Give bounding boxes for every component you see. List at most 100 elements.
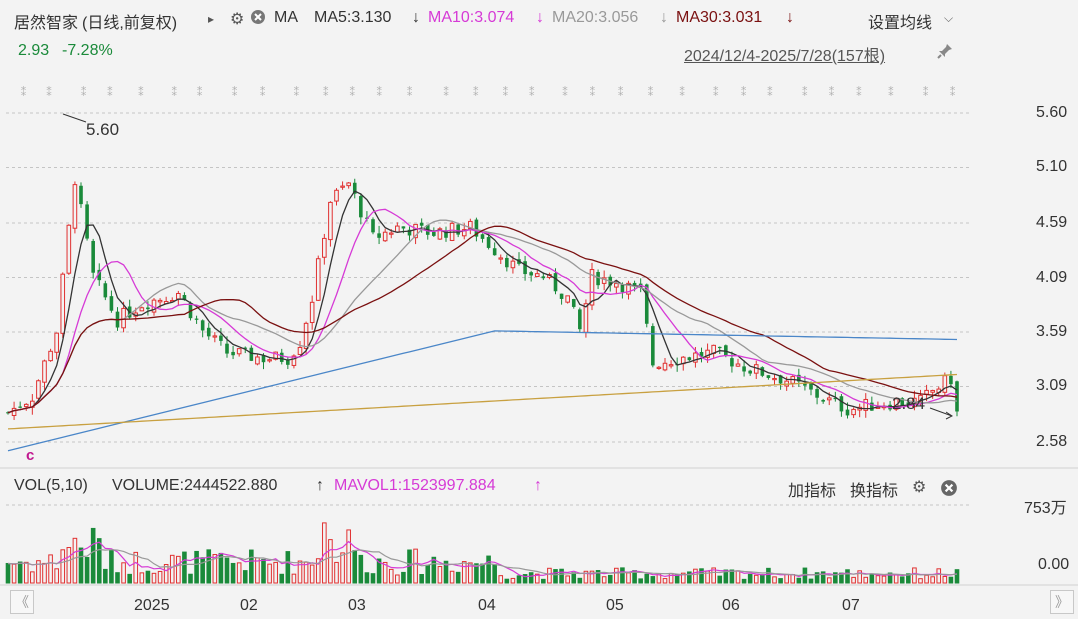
time-tick-label: 03 bbox=[348, 597, 366, 614]
switch-indicator-button[interactable]: 换指标 bbox=[850, 483, 899, 500]
candle-body bbox=[505, 257, 509, 268]
add-indicator-button[interactable]: 加指标 bbox=[788, 483, 837, 500]
candle-body bbox=[176, 292, 181, 300]
low-arrow bbox=[929, 407, 953, 420]
candle bbox=[662, 358, 668, 372]
settings-ma-button[interactable]: 设置均线 bbox=[868, 15, 933, 32]
event-marker-icon: ⁑ bbox=[856, 86, 862, 99]
volume-bar bbox=[72, 537, 78, 584]
candle bbox=[103, 280, 108, 301]
ma30-arrow: ↓ bbox=[786, 9, 794, 26]
pin-icon[interactable] bbox=[936, 42, 954, 65]
volume-bar bbox=[401, 571, 406, 584]
candle bbox=[139, 306, 145, 312]
volume-bar bbox=[388, 568, 394, 584]
grid bbox=[0, 112, 1078, 586]
price-tick-label: 4.59 bbox=[1036, 214, 1068, 232]
candle-body bbox=[401, 226, 406, 229]
candle-body bbox=[72, 184, 78, 229]
volume-bar bbox=[151, 572, 157, 584]
candle-body bbox=[109, 296, 114, 311]
volume-bar bbox=[766, 567, 771, 584]
volume-bar bbox=[851, 576, 856, 584]
volume-bar bbox=[96, 538, 102, 584]
candle bbox=[857, 403, 862, 418]
gear-icon[interactable]: ⚙ bbox=[230, 11, 245, 28]
volume-bar bbox=[194, 550, 199, 584]
candle-body bbox=[60, 273, 66, 334]
candle-body bbox=[231, 351, 235, 356]
gear-icon[interactable]: ⚙ bbox=[912, 479, 927, 496]
volume-bar bbox=[912, 567, 917, 584]
candle-body bbox=[474, 219, 479, 237]
candle-body bbox=[97, 269, 102, 281]
volume-bar bbox=[553, 569, 558, 584]
candle-body bbox=[863, 398, 869, 411]
candle-body bbox=[748, 370, 752, 374]
candle-body bbox=[146, 307, 150, 310]
candle-body bbox=[11, 407, 17, 416]
volume-bar bbox=[188, 573, 193, 584]
candle bbox=[809, 381, 813, 396]
candle bbox=[523, 255, 527, 281]
volume-bar bbox=[650, 576, 656, 584]
candle-body bbox=[687, 357, 692, 361]
candle bbox=[30, 394, 35, 415]
event-marker-icon: ⁑ bbox=[829, 86, 835, 99]
time-tick-label: 07 bbox=[842, 597, 860, 614]
expand-icon[interactable]: ▸ bbox=[208, 12, 215, 26]
candle bbox=[480, 233, 485, 243]
candle bbox=[651, 323, 655, 368]
volume-bar bbox=[753, 574, 759, 584]
candle-body bbox=[206, 327, 211, 337]
candle-body bbox=[778, 375, 783, 384]
volume-bar bbox=[924, 574, 929, 584]
signal-marker: c bbox=[26, 447, 35, 464]
volume-bar bbox=[571, 572, 577, 584]
volume-bar bbox=[425, 564, 431, 584]
volume-bar bbox=[303, 561, 309, 584]
candle bbox=[236, 348, 242, 357]
candle-body bbox=[949, 375, 953, 385]
moving-averages bbox=[7, 190, 958, 452]
candle-body bbox=[340, 185, 345, 188]
volume-bar bbox=[541, 578, 546, 584]
candle bbox=[231, 345, 235, 360]
candle-body bbox=[54, 332, 59, 353]
volume-bar bbox=[906, 573, 911, 584]
candle bbox=[6, 411, 10, 415]
volume-axis-max: 753万 bbox=[1024, 500, 1067, 517]
volume-bar bbox=[273, 561, 278, 584]
volume-bar bbox=[796, 577, 802, 584]
candle bbox=[601, 270, 607, 291]
close-icon[interactable] bbox=[940, 479, 958, 502]
scroll-left-button[interactable]: 《 bbox=[10, 590, 34, 614]
candle bbox=[18, 401, 22, 409]
candle bbox=[668, 360, 674, 369]
candle-body bbox=[717, 346, 722, 349]
candle-body bbox=[559, 293, 564, 299]
volume-bar bbox=[693, 568, 698, 584]
event-marker-icon: ⁑ bbox=[679, 86, 685, 99]
chevron-down-icon[interactable]: ⌵ bbox=[944, 11, 954, 25]
volume-bar bbox=[498, 575, 504, 584]
date-range[interactable]: 2024/12/4-2025/7/28(157根) bbox=[684, 48, 886, 65]
candle-body bbox=[601, 277, 607, 284]
volume-bar bbox=[863, 576, 869, 584]
candle bbox=[468, 218, 473, 235]
volume-bar bbox=[133, 551, 139, 584]
candle bbox=[395, 222, 400, 233]
event-marker-icon: ⁑ bbox=[81, 86, 87, 99]
close-icon[interactable] bbox=[250, 9, 266, 30]
candle bbox=[359, 193, 363, 225]
volume-bar bbox=[814, 572, 820, 584]
candle bbox=[303, 321, 309, 355]
candle bbox=[498, 254, 504, 265]
scroll-right-button[interactable]: 》 bbox=[1050, 590, 1074, 614]
candle-body bbox=[456, 224, 460, 235]
candle-body bbox=[200, 320, 205, 331]
candle bbox=[36, 379, 41, 402]
candle bbox=[565, 295, 570, 304]
volume-bar bbox=[948, 576, 954, 584]
